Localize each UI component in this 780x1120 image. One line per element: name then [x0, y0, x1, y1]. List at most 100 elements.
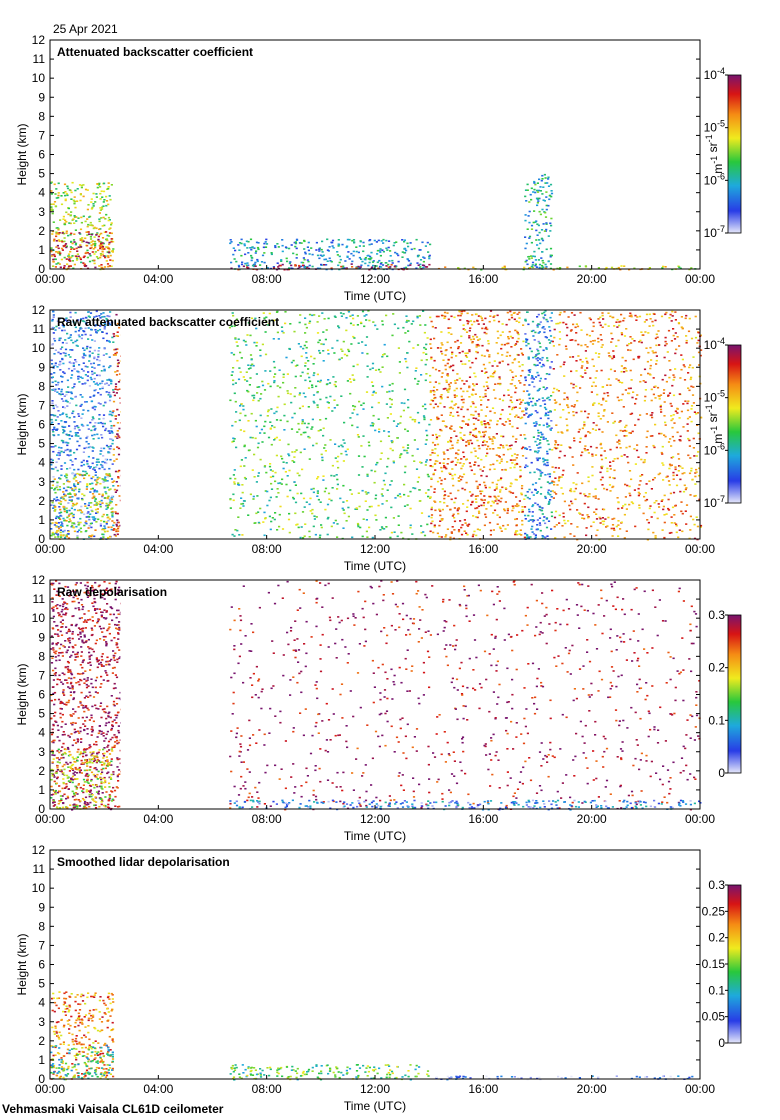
data-pixel [645, 436, 648, 439]
data-pixel [56, 484, 59, 487]
data-pixel [341, 350, 344, 352]
data-pixel [695, 468, 698, 471]
data-pixel [98, 244, 101, 247]
data-pixel [71, 472, 74, 475]
data-pixel [558, 456, 561, 459]
data-pixel [462, 439, 465, 441]
data-pixel [672, 334, 675, 337]
data-pixel [60, 390, 63, 393]
data-pixel [250, 254, 253, 257]
data-pixel [262, 246, 265, 249]
data-pixel [462, 503, 465, 505]
data-pixel [288, 348, 291, 350]
data-pixel [538, 522, 541, 524]
data-pixel [365, 314, 368, 316]
data-pixel [273, 518, 276, 521]
data-pixel [541, 264, 544, 267]
data-pixel [86, 366, 89, 368]
data-pixel [665, 513, 668, 515]
data-pixel [434, 403, 437, 405]
data-pixel [550, 496, 553, 498]
data-pixel [74, 326, 77, 329]
data-pixel [249, 238, 253, 241]
data-pixel [241, 261, 244, 264]
data-pixel [73, 196, 76, 198]
data-pixel [104, 479, 107, 481]
data-pixel [526, 338, 529, 341]
data-pixel [108, 379, 111, 381]
data-pixel [457, 530, 461, 533]
data-pixel [89, 346, 92, 349]
data-pixel [101, 466, 104, 469]
data-pixel [581, 451, 584, 454]
data-pixel [55, 263, 58, 265]
data-pixel [575, 360, 578, 362]
data-pixel [103, 182, 106, 185]
data-pixel [484, 424, 487, 426]
data-pixel [56, 529, 59, 532]
data-pixel [672, 328, 675, 330]
data-pixel [599, 316, 602, 319]
data-pixel [539, 439, 542, 441]
data-pixel [254, 419, 257, 422]
data-pixel [352, 317, 355, 320]
data-pixel [487, 340, 490, 342]
data-pixel [275, 268, 279, 271]
data-pixel [108, 250, 111, 253]
data-pixel [65, 258, 68, 260]
data-pixel [340, 348, 343, 351]
data-pixel [433, 488, 436, 490]
data-pixel [521, 416, 524, 419]
data-pixel [434, 396, 437, 399]
data-pixel [534, 536, 537, 538]
data-region [50, 181, 115, 271]
y-tick-label: 5 [38, 167, 45, 181]
data-pixel [84, 188, 88, 191]
data-pixel [446, 463, 449, 465]
data-pixel [50, 250, 53, 253]
data-pixel [575, 332, 578, 334]
data-pixel [664, 313, 667, 316]
colorbar-tick-label: 10-6 [704, 171, 725, 187]
data-pixel [519, 403, 522, 405]
data-pixel [102, 417, 105, 420]
data-pixel [336, 478, 339, 481]
data-pixel [457, 449, 460, 451]
data-pixel [663, 494, 666, 497]
data-pixel [572, 386, 575, 389]
data-pixel [72, 218, 75, 220]
data-pixel [536, 459, 539, 462]
data-pixel [303, 344, 306, 347]
data-pixel [425, 439, 428, 441]
data-pixel [63, 510, 66, 513]
data-pixel [105, 502, 108, 505]
data-pixel [650, 414, 653, 416]
data-pixel [534, 264, 537, 267]
data-pixel [54, 349, 57, 351]
data-pixel [276, 385, 279, 387]
data-pixel [77, 413, 80, 415]
data-pixel [76, 535, 79, 537]
data-pixel [569, 508, 572, 511]
data-pixel [99, 192, 102, 195]
data-pixel [454, 457, 457, 459]
data-pixel [116, 430, 119, 432]
data-pixel [111, 442, 114, 445]
data-pixel [353, 241, 356, 244]
data-pixel [82, 352, 85, 355]
data-pixel [80, 318, 83, 320]
data-pixel [289, 323, 292, 325]
data-pixel [413, 460, 416, 462]
data-pixel [422, 266, 425, 269]
data-pixel [406, 352, 409, 354]
data-pixel [667, 441, 671, 443]
data-pixel [496, 502, 499, 505]
data-pixel [52, 203, 55, 205]
data-pixel [351, 412, 354, 414]
data-pixel [112, 240, 115, 243]
data-pixel [542, 266, 545, 268]
data-pixel [111, 498, 114, 501]
data-pixel [352, 239, 356, 241]
data-pixel [375, 265, 378, 267]
data-pixel [55, 461, 58, 463]
